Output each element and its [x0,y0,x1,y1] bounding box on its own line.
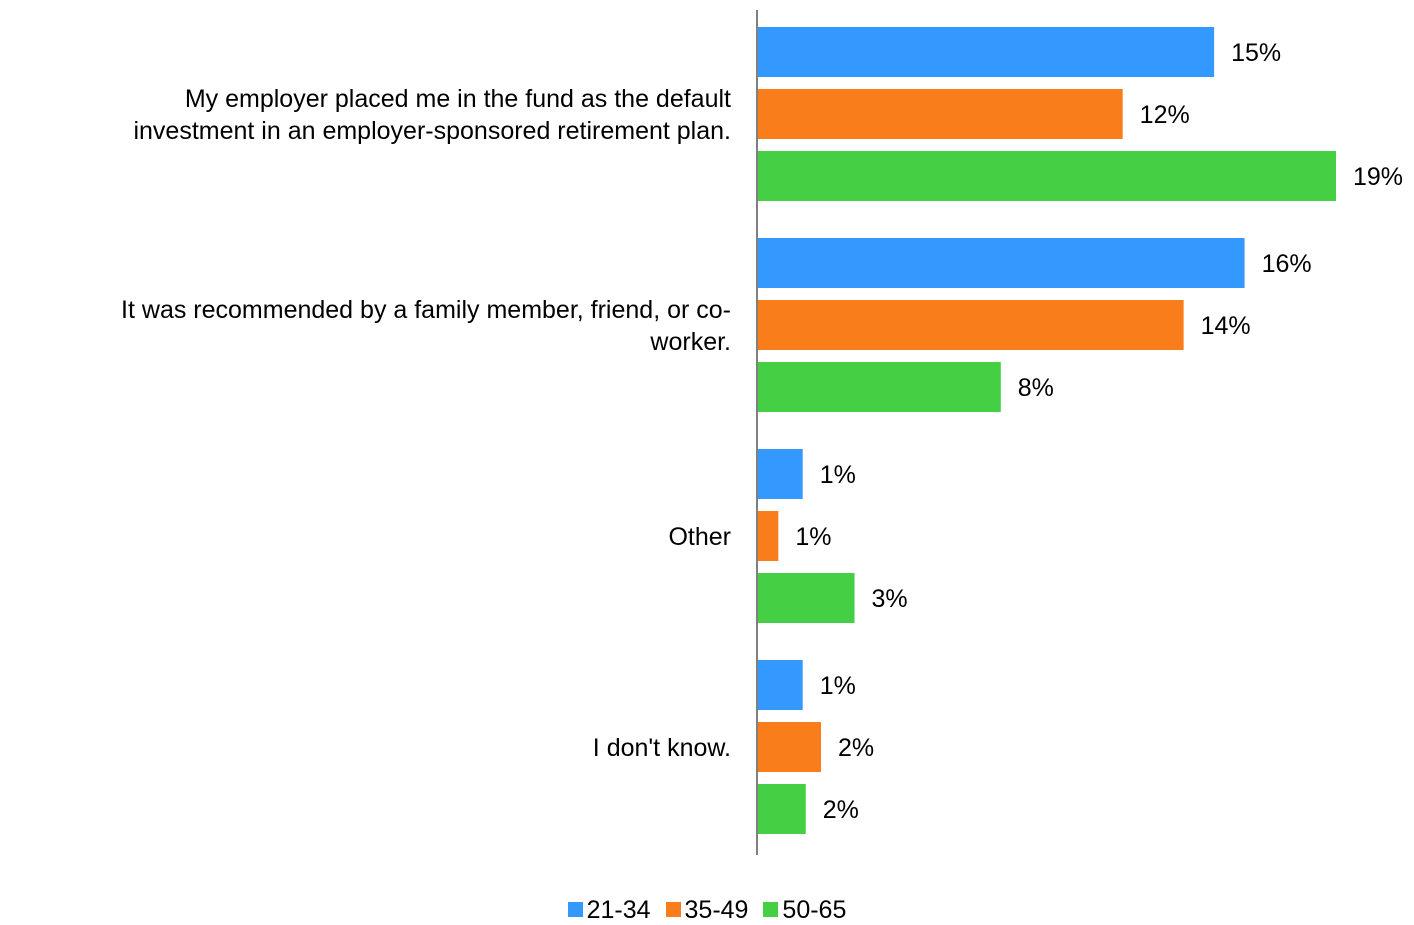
data-label: 1% [820,461,856,489]
category-label: My employer placed me in the fund as the… [133,85,731,145]
data-label: 2% [823,796,859,824]
data-label: 19% [1353,163,1403,191]
bar [757,784,806,834]
legend-label: 50-65 [782,896,847,924]
category-label: I don't know. [593,734,731,762]
legend-swatch [665,902,681,917]
bar [757,362,1001,412]
category-label-line: investment in an employer-sponsored reti… [133,117,731,145]
category-label-line: Other [668,523,731,551]
data-label: 12% [1140,101,1190,129]
bar [757,300,1184,350]
data-label: 16% [1262,250,1312,278]
legend-item-21-34: 21-34 [567,895,651,925]
legend: 21-34 35-49 50-65 [0,895,1414,925]
bar [757,449,803,499]
data-label: 8% [1018,374,1054,402]
bar-chart: 15% 12% 19% My employer placed me in the fu… [121,10,1403,855]
legend-swatch [763,902,779,917]
legend-label: 21-34 [586,896,651,924]
category-label-line: worker. [649,328,731,356]
bar [757,722,821,772]
data-label: 14% [1201,312,1251,340]
data-label: 2% [838,734,874,762]
bar [757,511,779,561]
category-label: It was recommended by a family member, f… [121,296,731,356]
data-label: 1% [820,672,856,700]
category-label-line: It was recommended by a family member, f… [121,296,731,324]
data-label: 1% [795,523,831,551]
category-label-line: I don't know. [593,734,731,762]
data-label: 15% [1231,39,1281,67]
bar [757,151,1336,201]
legend-swatch [567,902,583,917]
bar [757,89,1123,139]
legend-label: 35-49 [684,896,749,924]
bar [757,238,1245,288]
category-label: Other [668,523,731,551]
bar [757,27,1215,77]
category-label-line: My employer placed me in the fund as the… [185,85,731,113]
legend-item-35-49: 35-49 [665,895,749,925]
bar [757,660,803,710]
legend-item-50-65: 50-65 [763,895,846,925]
data-label: 3% [872,585,908,613]
bar [757,573,855,623]
